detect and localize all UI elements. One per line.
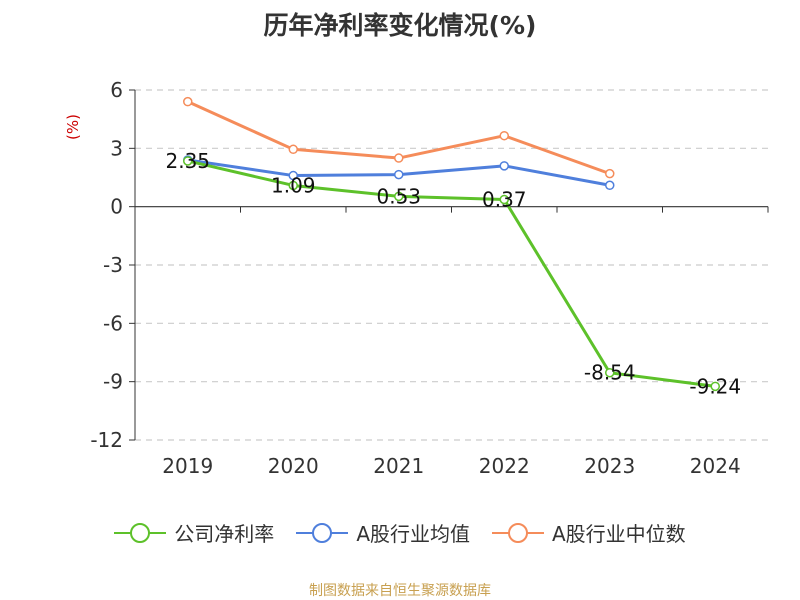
data-point xyxy=(605,168,615,179)
series-line xyxy=(187,100,611,176)
y-tick-label: -3 xyxy=(103,253,123,277)
x-tick-label: 2021 xyxy=(373,454,424,478)
x-tick-label: 2022 xyxy=(479,454,530,478)
data-point xyxy=(288,180,298,191)
y-tick-label: -9 xyxy=(103,370,123,394)
data-point xyxy=(499,130,509,141)
legend-item: 公司净利率 xyxy=(114,518,274,547)
legend-swatch-marker xyxy=(508,522,528,543)
x-tick-label: 2019 xyxy=(162,454,213,478)
series-line xyxy=(187,159,716,388)
data-point xyxy=(394,153,404,163)
data-point xyxy=(499,161,509,171)
y-tick-label: -12 xyxy=(90,428,123,452)
data-point xyxy=(183,96,193,107)
data-label: 1.09 xyxy=(271,173,316,197)
x-tick-label: 2023 xyxy=(584,454,635,478)
legend-swatch xyxy=(114,522,167,543)
legend-swatch-marker xyxy=(312,522,333,543)
legend-swatch xyxy=(296,522,349,543)
grid-lines xyxy=(135,89,768,441)
data-point xyxy=(710,381,720,392)
source-note: 制图数据来自恒生聚源数据库 xyxy=(309,583,491,599)
legend: 公司净利率 A股行业均值 A股行业中位数 xyxy=(0,518,800,547)
data-label: -9.24 xyxy=(689,374,741,398)
data-point xyxy=(605,180,615,191)
data-point xyxy=(499,194,509,205)
legend-item: A股行业中位数 xyxy=(492,518,686,547)
x-tick-label: 2024 xyxy=(690,454,741,478)
data-point xyxy=(394,169,404,180)
y-tick-label: 3 xyxy=(110,136,123,160)
legend-label: 公司净利率 xyxy=(174,522,275,546)
data-point xyxy=(394,191,404,202)
y-tick-label: 0 xyxy=(110,195,123,219)
legend-label: A股行业均值 xyxy=(356,522,470,546)
axes: 6 3 0 -3 -6 -9 -12 2019 2020 2021 2022 2023 2024 xyxy=(90,78,769,478)
data-label: 0.53 xyxy=(376,184,421,208)
data-label: -8.54 xyxy=(584,361,636,385)
data-label: 2.35 xyxy=(165,149,210,173)
legend-item: A股行业均值 xyxy=(296,518,470,547)
data-labels: 2.35 1.09 0.53 0.37 -8.54 -9.24 xyxy=(165,149,741,398)
data-point xyxy=(288,170,298,181)
data-point xyxy=(605,367,615,378)
x-tick-label: 2020 xyxy=(268,454,319,478)
chart-title: 历年净利率变化情况(%) xyxy=(263,11,537,40)
legend-label: A股行业中位数 xyxy=(552,522,686,546)
y-tick-label: -6 xyxy=(103,311,123,335)
y-tick-label: 6 xyxy=(110,78,123,102)
data-point xyxy=(288,144,298,155)
data-label: 0.37 xyxy=(482,187,527,211)
legend-swatch xyxy=(492,522,544,543)
legend-swatch-marker xyxy=(130,522,151,543)
data-point xyxy=(183,156,193,166)
series-lines xyxy=(183,96,720,392)
y-axis-label: (%) xyxy=(64,114,82,140)
